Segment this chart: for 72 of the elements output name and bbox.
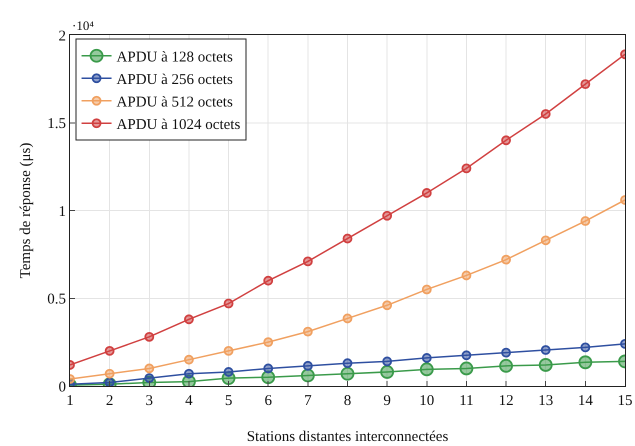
x-tick-label: 13 — [538, 393, 554, 409]
point — [540, 235, 551, 246]
point — [499, 358, 513, 373]
point — [184, 368, 194, 379]
y-tick-label: 0 — [58, 379, 66, 396]
point — [420, 362, 434, 376]
point — [224, 367, 234, 377]
y-tick-label: 1 — [58, 204, 66, 220]
point — [422, 353, 432, 363]
x-tick-label: 11 — [459, 393, 474, 409]
x-tick-label: 4 — [185, 393, 194, 409]
point — [224, 346, 234, 356]
point — [302, 256, 313, 266]
point — [263, 337, 274, 348]
point — [501, 348, 511, 358]
point — [578, 355, 592, 370]
x-tick-label: 15 — [618, 393, 632, 409]
point — [342, 234, 352, 244]
y-tick-label: 0.5 — [47, 292, 66, 308]
x-tick-label: 14 — [578, 393, 594, 409]
x-tick-label: 12 — [498, 393, 514, 409]
point — [422, 188, 432, 198]
point — [462, 270, 472, 280]
point — [224, 298, 234, 308]
point — [460, 362, 474, 376]
point — [382, 210, 392, 221]
point — [580, 216, 590, 226]
point — [342, 358, 352, 368]
point — [184, 354, 194, 365]
point — [302, 326, 313, 336]
legend-label: APDU à 512 octets — [116, 94, 233, 111]
point — [300, 368, 315, 382]
legend-label: APDU à 256 octets — [116, 72, 233, 88]
point — [380, 365, 394, 379]
point — [144, 332, 154, 342]
point — [340, 366, 354, 381]
point — [104, 368, 115, 379]
point — [540, 109, 551, 119]
x-tick-label: 8 — [344, 393, 352, 409]
point — [462, 163, 472, 174]
y-tick-label: 1.5 — [47, 116, 66, 132]
point — [144, 373, 154, 383]
legend-label: APDU à 1024 octets — [116, 117, 240, 134]
point — [580, 342, 590, 352]
point — [538, 358, 553, 372]
text: ·10⁴ — [72, 18, 94, 33]
point — [184, 314, 194, 324]
x-tick-label: 9 — [383, 393, 391, 409]
point — [422, 284, 432, 294]
x-tick-label: 3 — [146, 393, 154, 409]
point — [382, 300, 392, 310]
point — [104, 346, 115, 356]
point — [263, 364, 274, 374]
x-axis-title: Stations distantes interconnectées — [246, 429, 448, 445]
y-tick-label: 2 — [58, 28, 66, 44]
x-tick-label: 2 — [106, 393, 114, 409]
y-axis-title: Temps de réponse (μs) — [18, 142, 34, 278]
legend-label: APDU à 128 octets — [116, 50, 233, 66]
point — [263, 276, 274, 286]
point — [144, 364, 154, 374]
x-tick-label: 7 — [304, 393, 312, 409]
point — [580, 79, 590, 90]
point — [540, 345, 551, 355]
point — [342, 314, 352, 324]
point — [302, 360, 313, 371]
point — [501, 135, 511, 146]
x-tick-label: 6 — [264, 393, 272, 409]
x-tick-label: 5 — [224, 393, 232, 409]
point — [501, 254, 511, 265]
point — [382, 356, 392, 366]
point — [462, 350, 472, 360]
x-tick-label: 10 — [419, 393, 434, 409]
